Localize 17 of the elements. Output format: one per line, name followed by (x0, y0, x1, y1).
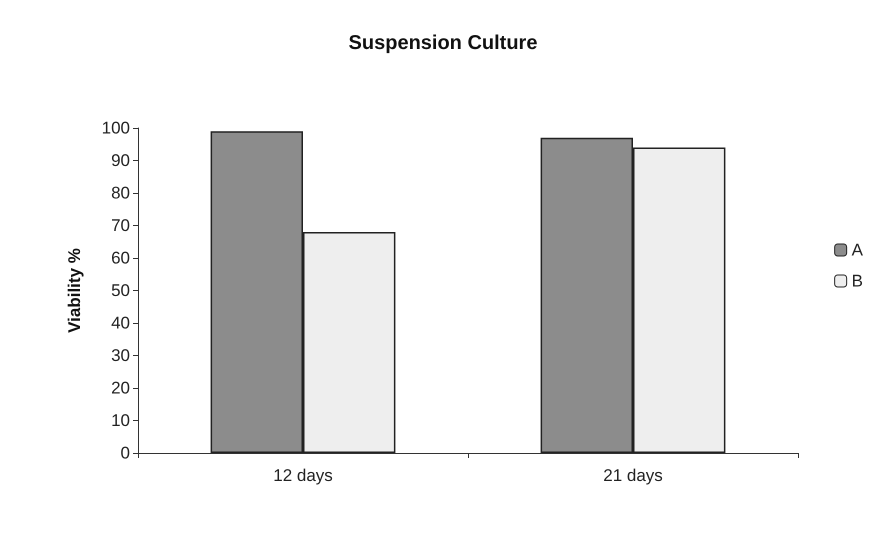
x-tick-label: 21 days (603, 466, 663, 485)
y-axis-title: Viability % (65, 248, 84, 333)
y-tick-label: 50 (111, 281, 130, 300)
y-tick-label: 20 (111, 378, 130, 398)
legend-label: B (852, 272, 864, 290)
y-tick-label: 10 (111, 411, 130, 430)
y-tick-label: 70 (111, 216, 130, 235)
chart-title: Suspension Culture (348, 32, 538, 54)
y-tick-label: 90 (111, 151, 130, 170)
legend-label: A (852, 240, 864, 260)
y-tick-label: 0 (120, 444, 130, 462)
y-tick-label: 40 (111, 314, 130, 332)
y-tick-label: 100 (102, 118, 130, 138)
y-tick-label: 60 (111, 248, 130, 268)
y-tick-label: 80 (111, 184, 130, 202)
x-tick-label: 12 days (273, 466, 333, 485)
y-tick-label: 30 (111, 346, 130, 365)
